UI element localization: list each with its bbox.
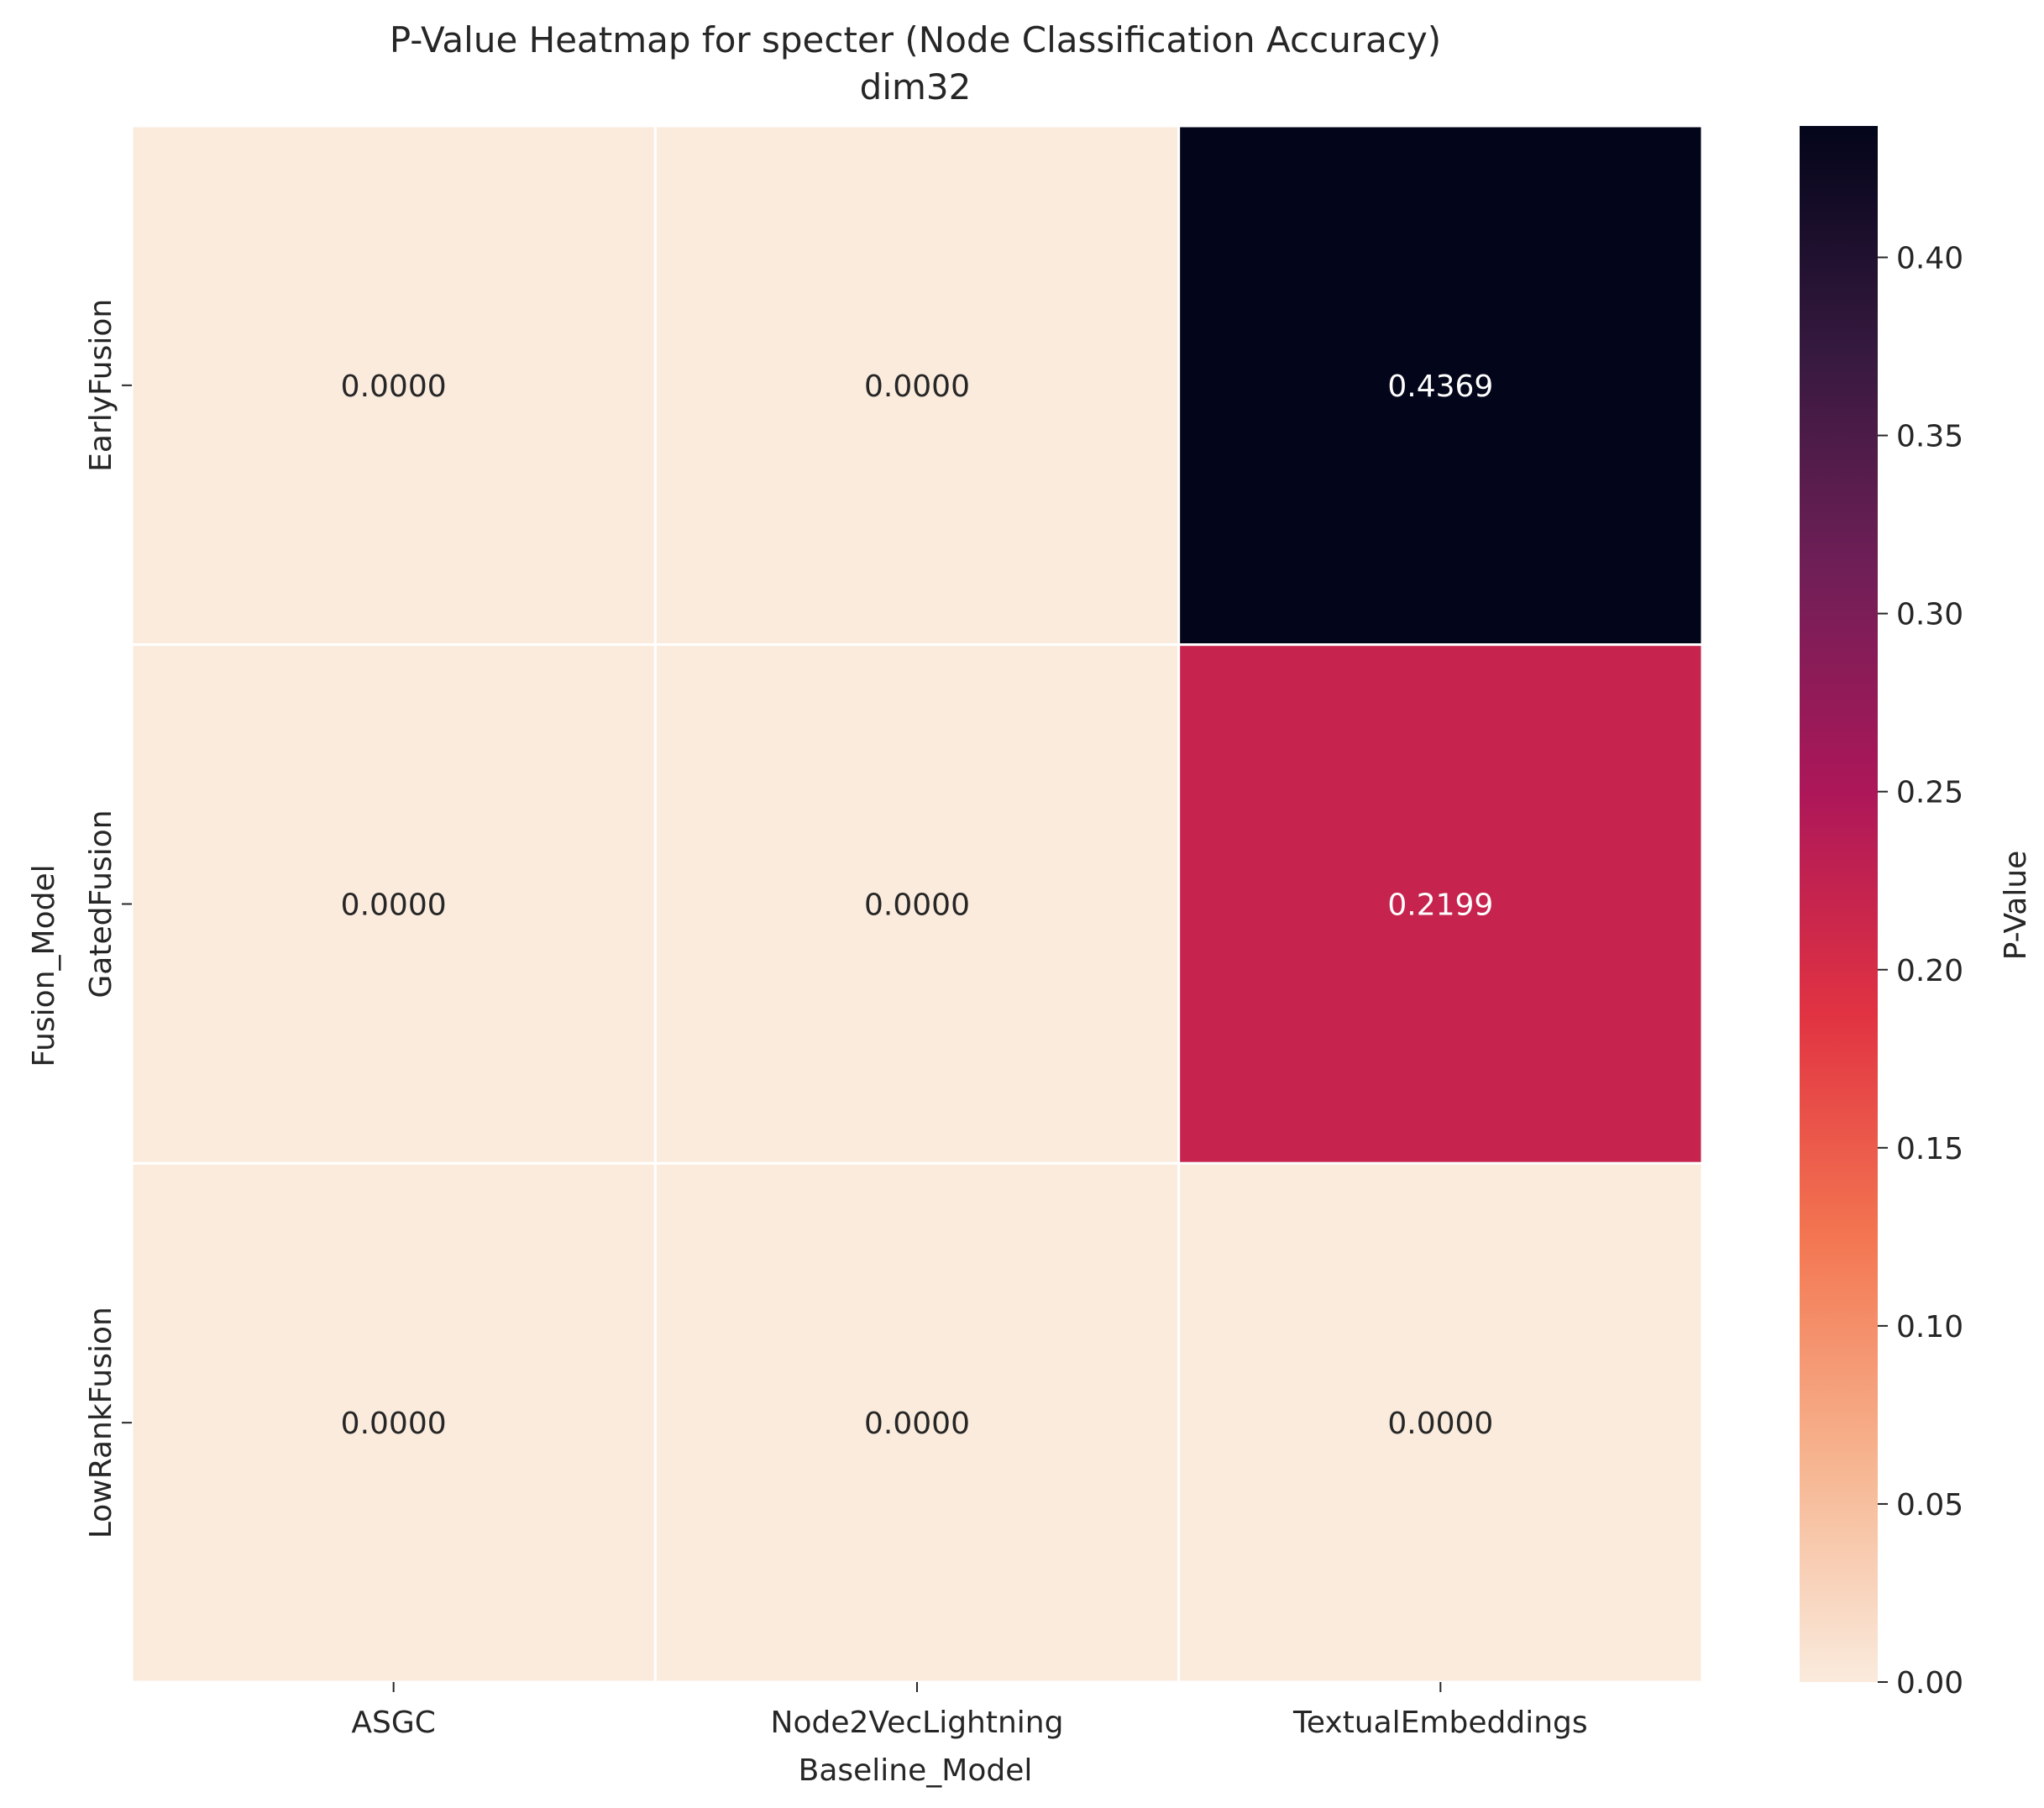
colorbar-tick-label: 0.00 bbox=[1896, 1666, 1963, 1701]
x-tick-label: Node2VecLightning bbox=[771, 1706, 1064, 1740]
colorbar-tick-label: 0.15 bbox=[1896, 1132, 1963, 1166]
heatmap-cell bbox=[653, 643, 1181, 1165]
chart-subtitle: dim32 bbox=[860, 66, 972, 107]
cell-value-label: 0.0000 bbox=[341, 369, 447, 404]
cell-value-label: 0.0000 bbox=[341, 888, 447, 923]
heatmap-cell bbox=[1177, 643, 1704, 1165]
cell-value-label: 0.0000 bbox=[864, 369, 970, 404]
colorbar-tick-label: 0.10 bbox=[1896, 1310, 1963, 1344]
y-tick-label: LowRankFusion bbox=[84, 1307, 118, 1538]
cell-value-label: 0.0000 bbox=[864, 1407, 970, 1441]
colorbar bbox=[1800, 126, 1878, 1682]
y-axis-label: Fusion_Model bbox=[27, 864, 61, 1066]
heatmap-cells: 0.0000 0.0000 0.4369 0.0000 0.0000 0.2199 0.00… bbox=[130, 124, 1704, 1684]
colorbar-label: P-Value bbox=[1999, 851, 2033, 961]
y-tick-label: EarlyFusion bbox=[84, 299, 118, 472]
colorbar-tick-label: 0.40 bbox=[1896, 242, 1963, 276]
colorbar-tick-label: 0.30 bbox=[1896, 598, 1963, 632]
heatmap-cell bbox=[653, 124, 1181, 647]
y-axis-ticks: EarlyFusion GatedFusion LowRankFusion bbox=[84, 299, 132, 1538]
colorbar-tick-label: 0.05 bbox=[1896, 1488, 1963, 1522]
cell-value-label: 0.0000 bbox=[341, 1407, 447, 1441]
x-axis-ticks: ASGC Node2VecLightning TextualEmbeddings bbox=[351, 1682, 1588, 1740]
y-tick-label: GatedFusion bbox=[84, 810, 118, 998]
cell-value-label: 0.0000 bbox=[1387, 1407, 1493, 1441]
heatmap-cell bbox=[130, 1161, 657, 1684]
heatmap-cell bbox=[653, 1161, 1181, 1684]
x-tick-label: TextualEmbeddings bbox=[1292, 1706, 1588, 1740]
heatmap-cell bbox=[130, 643, 657, 1165]
colorbar-tick-label: 0.25 bbox=[1896, 776, 1963, 810]
heatmap-cell bbox=[1177, 124, 1704, 647]
cell-value-label: 0.4369 bbox=[1387, 369, 1493, 404]
heatmap-cell bbox=[130, 124, 657, 647]
colorbar-ticks: 0.00 0.05 0.10 0.15 0.20 0.25 0.30 0.35 0.40 bbox=[1878, 242, 1963, 1701]
cell-value-label: 0.0000 bbox=[864, 888, 970, 923]
colorbar-tick-label: 0.35 bbox=[1896, 420, 1963, 454]
cell-value-label: 0.2199 bbox=[1387, 888, 1493, 923]
colorbar-tick-label: 0.20 bbox=[1896, 954, 1963, 988]
x-axis-label: Baseline_Model bbox=[799, 1753, 1033, 1788]
chart-title: P-Value Heatmap for specter (Node Classi… bbox=[390, 19, 1441, 60]
x-tick-label: ASGC bbox=[351, 1706, 436, 1740]
